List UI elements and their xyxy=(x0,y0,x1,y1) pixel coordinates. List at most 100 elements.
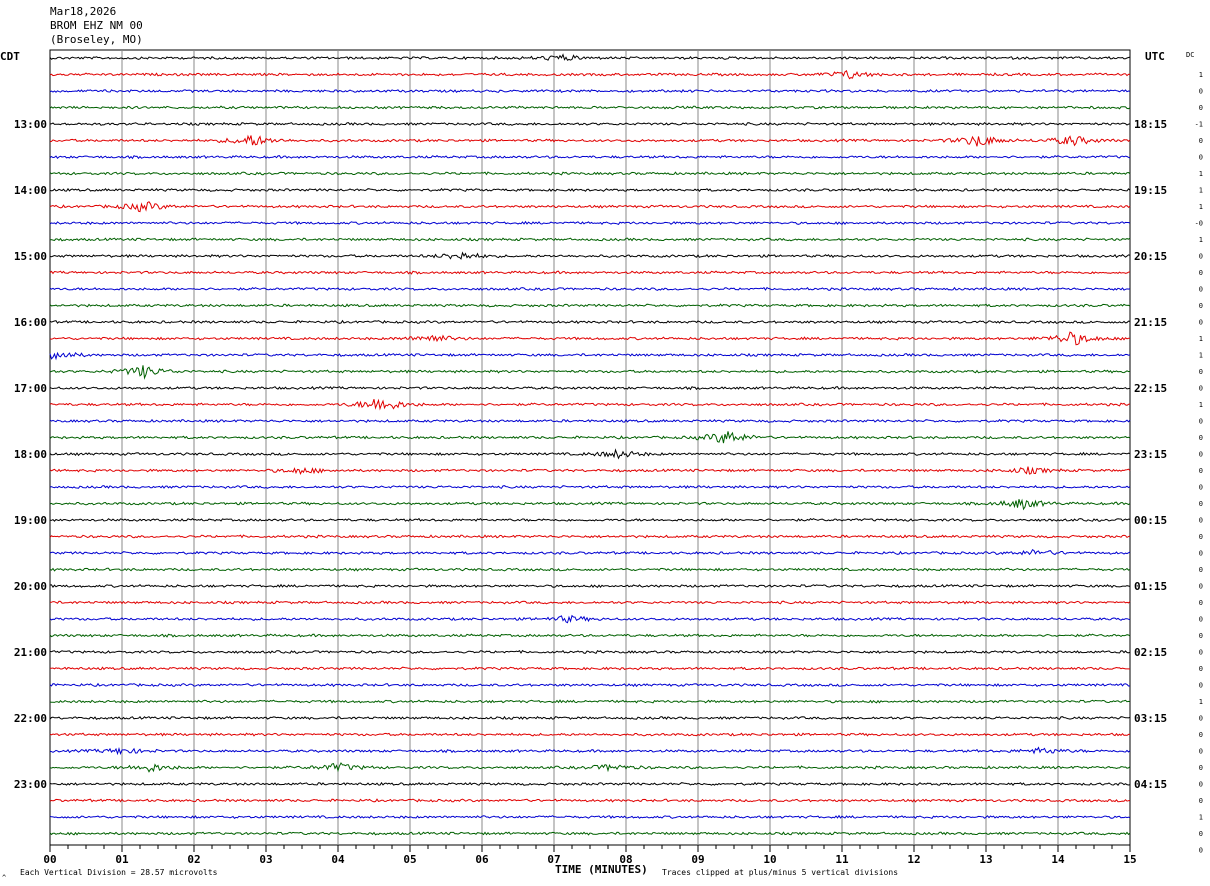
trace-line xyxy=(49,682,1130,688)
left-zone-label: CDT xyxy=(0,50,20,63)
dc-header: DC xyxy=(1186,51,1194,59)
dc-value: 0 xyxy=(1199,467,1203,475)
trace-line xyxy=(49,351,1131,361)
dc-value: 0 xyxy=(1199,104,1203,112)
trace-line xyxy=(49,448,1131,460)
left-time-label: 18:00 xyxy=(14,448,47,461)
trace-line xyxy=(49,88,1131,94)
dc-value: 1 xyxy=(1199,71,1203,79)
trace-line xyxy=(49,134,1131,147)
x-tick-label: 11 xyxy=(835,853,849,866)
x-tick-label: 14 xyxy=(1051,853,1065,866)
trace-line xyxy=(49,105,1131,110)
x-tick-label: 07 xyxy=(547,853,560,866)
left-time-label: 16:00 xyxy=(14,316,47,329)
x-tick-label: 06 xyxy=(475,853,489,866)
left-time-label: 17:00 xyxy=(14,382,47,395)
chart-header: Mar18,2026 BROM EHZ NM 00 (Broseley, MO) xyxy=(50,5,143,47)
dc-value: 0 xyxy=(1199,649,1203,657)
trace-line xyxy=(49,385,1131,391)
trace-line xyxy=(49,187,1131,192)
right-time-label: 04:15 xyxy=(1134,778,1167,791)
right-time-label: 18:15 xyxy=(1134,118,1167,131)
corner-mark: ^ xyxy=(2,874,6,882)
dc-value: 0 xyxy=(1199,286,1203,294)
dc-value: 0 xyxy=(1199,781,1203,789)
trace-line xyxy=(49,583,1131,589)
dc-value: 0 xyxy=(1199,368,1203,376)
x-tick-label: 04 xyxy=(331,853,345,866)
left-time-label: 23:00 xyxy=(14,778,47,791)
dc-value: 0 xyxy=(1199,302,1203,310)
trace-line xyxy=(49,53,1131,61)
x-axis-ticks: 00 01 02 03 04 05 06 07 08 09 10 11 12 13 14 15 xyxy=(43,845,1137,866)
trace-line xyxy=(49,331,1130,346)
trace-line xyxy=(50,600,1131,605)
dc-value: 1 xyxy=(1199,170,1203,178)
trace-line xyxy=(49,70,1131,80)
dc-value: -1 xyxy=(1195,121,1203,129)
trace-rows xyxy=(49,53,1131,836)
date-label: Mar18,2026 xyxy=(50,5,117,18)
trace-line xyxy=(49,517,1131,522)
trace-line xyxy=(49,319,1131,325)
dc-value: 0 xyxy=(1199,599,1203,607)
dc-values: 1 0 0 -1 0 0 1 1 1 -0 1 0 0 0 0 0 1 1 0 0 1 0 0 0 0 0 0 0 0 0 0 0 0 0 0 0 0 0… xyxy=(1195,71,1203,855)
dc-value: 0 xyxy=(1199,682,1203,690)
x-tick-label: 02 xyxy=(187,853,200,866)
dc-value: 0 xyxy=(1199,88,1203,96)
left-time-label: 20:00 xyxy=(14,580,47,593)
trace-line xyxy=(49,431,1131,444)
right-time-label: 21:15 xyxy=(1134,316,1167,329)
dc-value: 0 xyxy=(1199,715,1203,723)
dc-value: 0 xyxy=(1199,830,1203,838)
trace-line xyxy=(49,121,1131,127)
right-time-label: 00:15 xyxy=(1134,514,1167,527)
trace-line xyxy=(49,418,1131,423)
left-time-label: 13:00 xyxy=(14,118,47,131)
x-tick-label: 09 xyxy=(691,853,704,866)
dc-value: 0 xyxy=(1199,764,1203,772)
dc-value: 1 xyxy=(1199,335,1203,343)
trace-line xyxy=(49,781,1131,786)
dc-value: 0 xyxy=(1199,418,1203,426)
dc-value: 0 xyxy=(1199,517,1203,525)
trace-line xyxy=(49,201,1131,213)
dc-value: 0 xyxy=(1199,748,1203,756)
dc-value: 1 xyxy=(1199,203,1203,211)
trace-line xyxy=(49,286,1131,292)
right-zone-label: UTC xyxy=(1145,50,1165,63)
x-axis-title: TIME (MINUTES) xyxy=(555,863,648,876)
scale-note: Each Vertical Division = 28.57 microvolt… xyxy=(20,868,218,877)
left-time-label: 22:00 xyxy=(14,712,47,725)
dc-value: 0 xyxy=(1199,566,1203,574)
x-tick-label: 15 xyxy=(1123,853,1136,866)
station-label: BROM EHZ NM 00 xyxy=(50,19,143,32)
trace-line xyxy=(49,715,1131,721)
trace-line xyxy=(49,365,1131,380)
trace-line xyxy=(49,831,1131,836)
x-tick-label: 13 xyxy=(979,853,992,866)
dc-value: 0 xyxy=(1199,665,1203,673)
trace-line xyxy=(49,699,1131,704)
trace-line xyxy=(49,220,1131,226)
dc-value: 0 xyxy=(1199,500,1203,508)
x-tick-label: 08 xyxy=(619,853,632,866)
dc-value: 0 xyxy=(1199,319,1203,327)
trace-line xyxy=(49,762,1131,773)
right-time-label: 19:15 xyxy=(1134,184,1167,197)
trace-line xyxy=(49,154,1131,160)
right-time-label: 22:15 xyxy=(1134,382,1167,395)
trace-line xyxy=(49,484,1131,490)
right-time-label: 01:15 xyxy=(1134,580,1167,593)
dc-value: 0 xyxy=(1199,616,1203,624)
dc-value: 0 xyxy=(1199,434,1203,442)
dc-value: 1 xyxy=(1199,352,1203,360)
dc-value: 1 xyxy=(1199,814,1203,822)
dc-value: 1 xyxy=(1199,401,1203,409)
right-time-label: 03:15 xyxy=(1134,712,1167,725)
trace-line xyxy=(49,398,1131,411)
trace-line xyxy=(49,548,1131,556)
dc-value: 1 xyxy=(1199,187,1203,195)
